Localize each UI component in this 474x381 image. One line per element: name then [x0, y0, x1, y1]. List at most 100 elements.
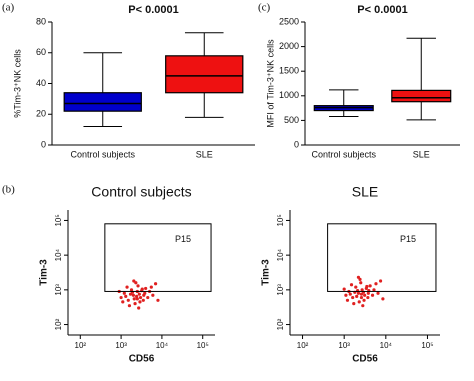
point — [153, 282, 158, 286]
y-axis-label: Tim-3 — [39, 259, 50, 286]
y-tick-label: 10⁵ — [276, 214, 285, 226]
point — [356, 275, 361, 279]
chart-title: P< 0.0001 — [128, 4, 178, 16]
y-tick-label: 10⁴ — [54, 248, 63, 261]
point — [124, 294, 128, 298]
box — [391, 89, 452, 103]
point — [349, 283, 354, 287]
y-tick-label: 10⁴ — [276, 248, 285, 261]
point — [359, 292, 364, 296]
point — [127, 304, 132, 308]
gate — [104, 223, 212, 292]
point — [137, 306, 141, 310]
point — [362, 298, 366, 302]
point — [345, 298, 350, 302]
point — [355, 294, 359, 298]
y-tick-label: 10² — [276, 318, 285, 330]
point — [132, 297, 136, 301]
x-tick-label: 10⁴ — [156, 341, 169, 350]
gate — [327, 223, 437, 292]
chart-title: SLE — [352, 184, 378, 200]
point — [125, 285, 129, 289]
point — [348, 292, 352, 296]
point — [366, 295, 370, 300]
gate-label: P15 — [175, 234, 191, 244]
y-tick-label: 1500 — [279, 66, 299, 76]
y-tick-label: 80 — [36, 16, 46, 26]
point — [141, 298, 145, 302]
point — [361, 304, 365, 308]
x-tick-label: Control subjects — [70, 149, 135, 159]
x-axis-label: CD56 — [129, 354, 155, 365]
box — [63, 92, 142, 112]
point — [135, 294, 139, 298]
point — [138, 295, 143, 300]
y-tick-label: 2000 — [279, 41, 299, 51]
point — [354, 285, 358, 289]
point — [359, 295, 364, 300]
y-tick-label: 2500 — [279, 16, 299, 26]
y-tick-label: 10³ — [276, 284, 285, 296]
point — [136, 284, 140, 288]
point — [360, 288, 364, 292]
y-tick-label: 60 — [36, 47, 46, 57]
point — [374, 282, 378, 286]
y-tick-label: 0 — [294, 139, 299, 149]
x-tick-label: 10⁴ — [380, 341, 393, 350]
x-tick-label: 10⁵ — [197, 341, 209, 350]
y-tick-label: 1000 — [279, 90, 299, 100]
y-axis-label: %Tim-3⁺NK cells — [12, 49, 22, 118]
box — [165, 55, 244, 94]
point — [135, 297, 139, 301]
point — [133, 302, 137, 306]
y-axis-label: MFI of Tim-3⁺NK cells — [265, 39, 275, 128]
point — [344, 293, 348, 297]
x-tick-label: 10⁵ — [421, 341, 433, 350]
point — [131, 293, 135, 297]
x-tick-label: SLE — [196, 149, 213, 159]
point — [366, 291, 370, 295]
panel-label: (b) — [2, 184, 15, 196]
point — [151, 293, 155, 297]
point — [352, 302, 356, 306]
y-tick-label: 10³ — [54, 284, 63, 296]
point — [351, 295, 355, 300]
point — [122, 291, 126, 295]
point — [132, 279, 136, 283]
point — [381, 297, 385, 301]
chart-title: P< 0.0001 — [357, 4, 407, 16]
y-tick-label: 0 — [41, 139, 46, 149]
point — [142, 293, 146, 297]
point — [376, 291, 380, 295]
point — [363, 293, 367, 297]
point — [359, 281, 363, 285]
y-tick-label: 10⁵ — [54, 214, 63, 226]
y-tick-label: 10² — [54, 318, 63, 330]
y-tick-label: 40 — [36, 78, 46, 88]
point — [368, 284, 372, 288]
point — [357, 300, 361, 304]
y-tick-label: 500 — [284, 115, 299, 125]
x-tick-label: 10² — [297, 341, 309, 350]
gate-label: P15 — [400, 234, 416, 244]
point — [372, 288, 376, 292]
point — [126, 298, 130, 302]
point — [119, 295, 123, 300]
point — [138, 300, 142, 304]
point — [156, 298, 160, 302]
panel-label: (c) — [258, 2, 271, 14]
point — [379, 279, 383, 283]
x-axis-label: CD56 — [352, 354, 378, 365]
x-tick-label: SLE — [413, 149, 430, 159]
point — [370, 293, 375, 297]
chart-title: Control subjects — [91, 184, 191, 200]
point — [129, 288, 134, 292]
point — [149, 285, 153, 289]
y-tick-label: 20 — [36, 109, 46, 119]
point — [146, 295, 150, 300]
point — [137, 292, 141, 296]
point — [365, 284, 369, 289]
point — [342, 287, 346, 291]
x-tick-label: 10³ — [338, 341, 350, 350]
